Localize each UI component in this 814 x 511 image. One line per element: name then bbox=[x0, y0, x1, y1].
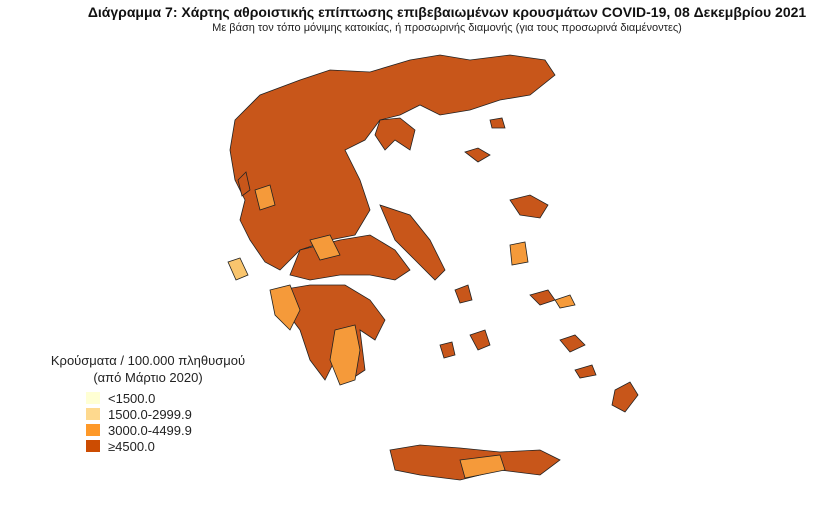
legend-label: 1500.0-2999.9 bbox=[108, 406, 192, 422]
legend-title: Κρούσματα / 100.000 πληθυσμού bbox=[50, 353, 246, 368]
region-evia bbox=[379, 204, 446, 281]
region-cyclades-2 bbox=[454, 284, 473, 304]
legend-swatch bbox=[86, 408, 100, 420]
region-rhodes bbox=[611, 381, 639, 413]
region-limnos bbox=[509, 241, 529, 266]
region-cyclades-1 bbox=[439, 341, 456, 359]
region-corfu bbox=[237, 171, 251, 197]
legend-swatch bbox=[86, 392, 100, 404]
region-chalkidiki bbox=[374, 117, 416, 151]
region-preveza bbox=[254, 184, 276, 211]
legend-item: <1500.0 bbox=[86, 390, 258, 406]
legend-label: 3000.0-4499.9 bbox=[108, 422, 192, 438]
region-ilia bbox=[269, 284, 301, 331]
region-samothrace bbox=[489, 117, 506, 129]
legend-swatch bbox=[86, 424, 100, 436]
legend-item: 1500.0-2999.9 bbox=[86, 406, 258, 422]
legend-label: <1500.0 bbox=[108, 390, 156, 406]
region-heraklion bbox=[459, 454, 506, 479]
legend-subtitle: (από Μάρτιο 2020) bbox=[93, 370, 203, 385]
figure-subtitle: Με βάση τον τόπο μόνιμης κατοικίας, ή πρ… bbox=[212, 22, 682, 34]
region-samos bbox=[559, 334, 586, 353]
region-thasos bbox=[464, 147, 491, 163]
legend-swatch bbox=[86, 440, 100, 452]
region-mainland-north bbox=[229, 54, 556, 271]
region-naxos bbox=[469, 329, 491, 351]
region-kefalonia bbox=[227, 257, 249, 281]
map-legend: Κρούσματα / 100.000 πληθυσμού (από Μάρτι… bbox=[38, 352, 258, 454]
legend-label: ≥4500.0 bbox=[108, 438, 155, 454]
legend-item: 3000.0-4499.9 bbox=[86, 422, 258, 438]
region-ikaria bbox=[554, 294, 576, 309]
region-kos bbox=[574, 364, 597, 379]
region-chios bbox=[529, 289, 556, 306]
figure-title: Διάγραμμα 7: Χάρτης αθροιστικής επίπτωση… bbox=[87, 4, 807, 20]
region-lesvos bbox=[509, 194, 549, 219]
region-lakonia bbox=[329, 324, 361, 386]
legend-item: ≥4500.0 bbox=[86, 438, 258, 454]
region-fthiotida bbox=[309, 234, 341, 261]
